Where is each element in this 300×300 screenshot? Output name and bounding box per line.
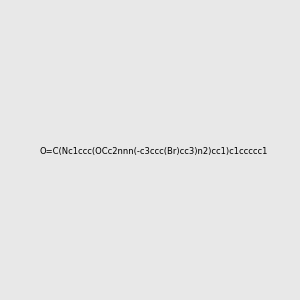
Text: O=C(Nc1ccc(OCc2nnn(-c3ccc(Br)cc3)n2)cc1)c1ccccc1: O=C(Nc1ccc(OCc2nnn(-c3ccc(Br)cc3)n2)cc1)… (40, 147, 268, 156)
